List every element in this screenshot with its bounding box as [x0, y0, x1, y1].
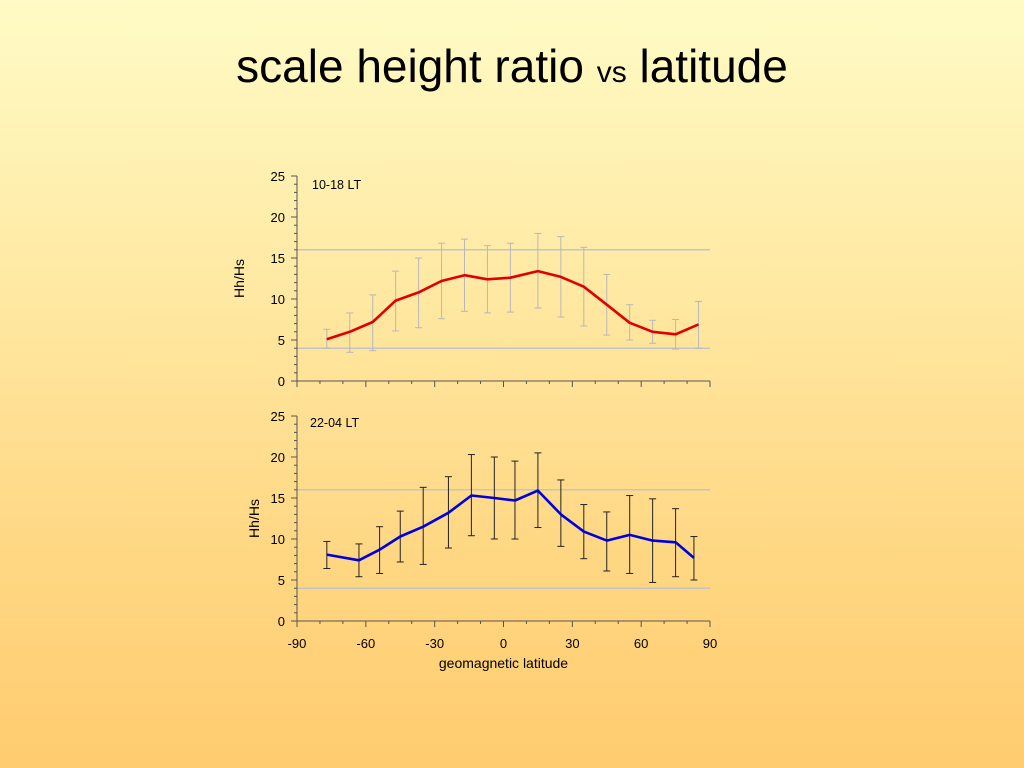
x-tick-label: 0: [500, 636, 507, 651]
x-tick-label: -30: [425, 636, 444, 651]
x-axis-label: geomagnetic latitude: [439, 655, 568, 671]
x-tick-label: 30: [565, 636, 579, 651]
y-tick-label: 5: [278, 333, 285, 348]
y-tick-label: 15: [271, 251, 285, 266]
x-tick-label: 60: [634, 636, 648, 651]
y-tick-label: 0: [278, 374, 285, 389]
y-tick-label: 25: [271, 169, 285, 184]
title-part-3: latitude: [639, 40, 788, 92]
y-axis-label: Hh/Hs: [231, 259, 247, 298]
y-tick-label: 10: [271, 292, 285, 307]
title-part-1: scale height ratio: [236, 40, 584, 92]
slide-title: scale height ratio vs latitude: [0, 38, 1024, 101]
y-tick-label: 15: [271, 491, 285, 506]
y-tick-label: 5: [278, 573, 285, 588]
chart-daytime: 0 5 10 15 20 25 Hh/Hs 10-18 LT: [231, 169, 711, 389]
title-part-2: vs: [596, 56, 627, 89]
series-line: [326, 269, 700, 341]
series-line: [326, 489, 695, 562]
y-axis-label: Hh/Hs: [246, 499, 262, 538]
y-tick-label: 25: [271, 409, 285, 424]
x-tick-label: -60: [356, 636, 375, 651]
chart-nighttime: 0 5 10 15 20 25 -90 -60 -30 0 30 60 90 Hh/Hs geomagnet…: [246, 409, 717, 671]
y-tick-label: 20: [271, 450, 285, 465]
y-tick-label: 10: [271, 532, 285, 547]
y-tick-label: 0: [278, 614, 285, 629]
x-tick-label: 90: [703, 636, 717, 651]
panel-annotation: 10-18 LT: [312, 178, 361, 192]
y-tick-label: 20: [271, 210, 285, 225]
x-tick-label: -90: [288, 636, 307, 651]
panel-annotation: 22-04 LT: [310, 416, 359, 430]
